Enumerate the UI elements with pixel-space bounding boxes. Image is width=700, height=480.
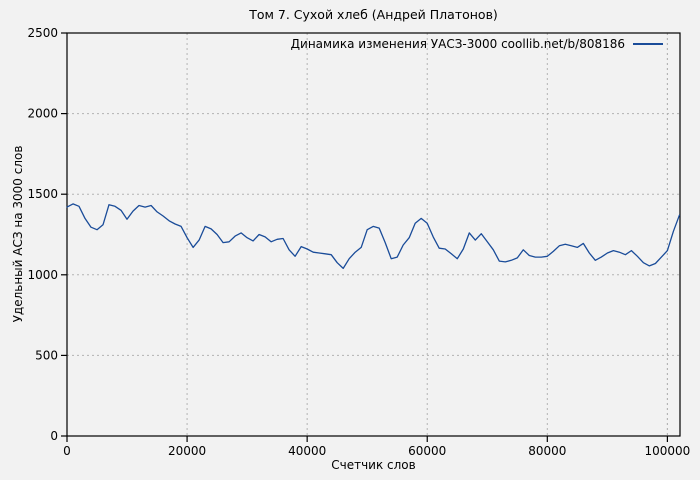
y-tick-label: 500 [35,348,58,362]
y-tick-label: 2000 [27,107,58,121]
legend-line-sample [633,42,663,45]
legend: Динамика изменения УАСЗ-3000 coollib.net… [291,36,663,51]
x-tick-label: 40000 [288,444,326,458]
y-tick-label: 0 [50,429,58,443]
plot-border [66,32,681,437]
x-tick-label: 80000 [528,444,566,458]
x-tick-label: 60000 [408,444,446,458]
y-tick-label: 2500 [27,26,58,40]
x-tick-label: 100000 [644,444,690,458]
x-tick-label: 20000 [168,444,206,458]
x-tick-label: 0 [63,444,71,458]
data-series-line [66,203,681,270]
chart-title: Том 7. Сухой хлеб (Андрей Платонов) [249,7,498,22]
y-tick-label: 1500 [27,187,58,201]
y-tick-label: 1000 [27,268,58,282]
x-axis-label: Счетчик слов [331,458,416,472]
legend-label: Динамика изменения УАСЗ-3000 coollib.net… [290,36,625,51]
